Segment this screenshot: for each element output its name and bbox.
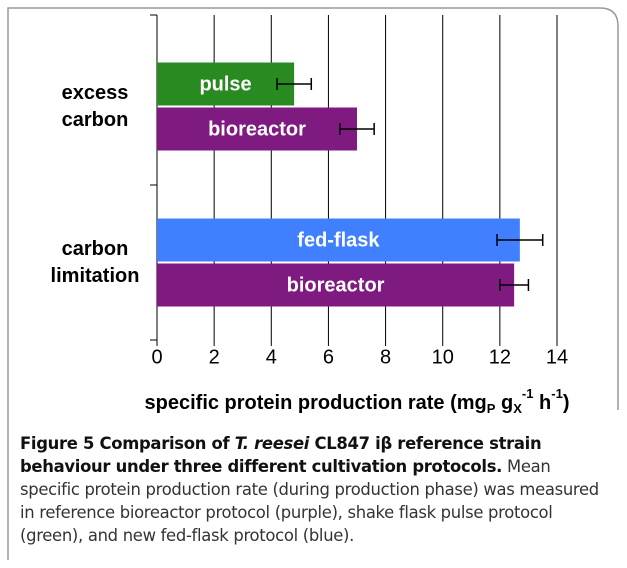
bar-label: bioreactor — [208, 118, 306, 140]
error-bar — [339, 123, 375, 135]
bar — [157, 107, 357, 151]
x-tick-label: 0 — [151, 346, 162, 368]
caption-text: Mean specific protein production rate (d… — [20, 457, 599, 545]
x-axis-label-part: ) — [563, 392, 570, 414]
error-bar — [499, 279, 530, 291]
x-tick-label: 8 — [380, 346, 391, 368]
bar-label: fed-flask — [297, 229, 380, 251]
x-axis-label-part: X — [513, 401, 522, 416]
caption: Figure 5 Comparison of T. reesei CL847 i… — [20, 432, 610, 547]
x-axis-label-part: -1 — [551, 386, 563, 401]
x-axis-label-part: specific protein production rate (mg — [145, 392, 487, 414]
caption-title-species: T. reesei — [234, 434, 310, 453]
bar-label: bioreactor — [287, 274, 385, 296]
x-tick-label: 12 — [489, 346, 511, 368]
bar-label: pulse — [199, 73, 251, 95]
caption-title-part: Figure 5 Comparison of — [20, 434, 235, 453]
group-label: limitation — [51, 265, 140, 287]
bar — [157, 62, 295, 106]
x-axis-label-part: g — [495, 392, 513, 414]
group-label: excess — [62, 82, 129, 104]
error-bar — [496, 234, 544, 246]
group-label: carbon — [62, 109, 129, 131]
x-axis-label-part: h — [533, 392, 551, 414]
x-tick-label: 6 — [323, 346, 334, 368]
x-axis-label: specific protein production rate (mgP gX… — [145, 386, 570, 416]
x-tick-label: 14 — [546, 346, 568, 368]
error-bar — [276, 78, 313, 90]
x-axis-label-part: P — [487, 401, 496, 416]
frame — [7, 7, 619, 560]
caption-title-part: CL847 iβ reference strain behaviour unde… — [20, 434, 542, 476]
bar — [157, 218, 520, 262]
x-axis-label-part: -1 — [522, 386, 534, 401]
bar — [157, 263, 515, 307]
group-label: carbon — [62, 238, 129, 260]
caption-title: Figure 5 Comparison of T. reesei CL847 i… — [20, 434, 542, 476]
x-tick-label: 10 — [432, 346, 454, 368]
x-tick-label: 4 — [266, 346, 277, 368]
x-tick-label: 2 — [209, 346, 220, 368]
